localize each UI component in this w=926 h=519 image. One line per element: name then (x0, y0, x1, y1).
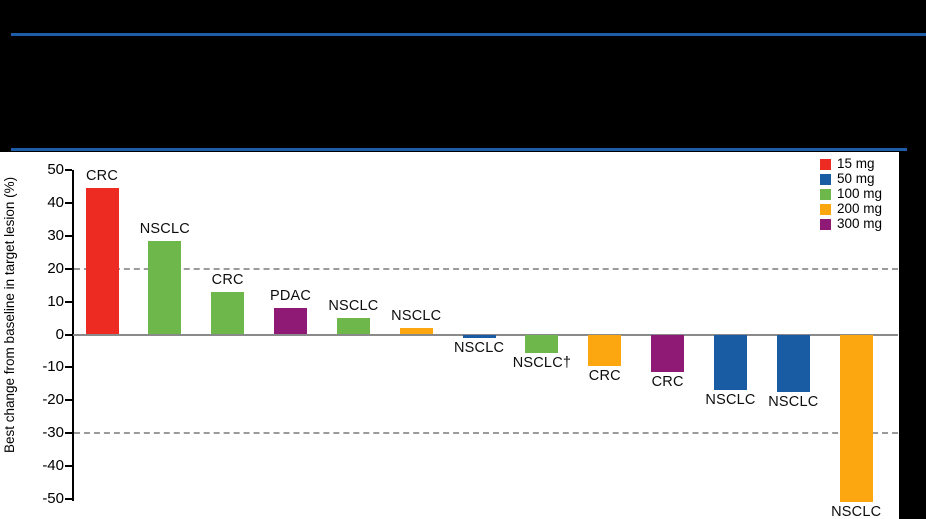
y-axis-tick (65, 333, 72, 336)
y-axis-tick (65, 399, 72, 402)
y-axis-tick-label: -20 (42, 391, 64, 409)
bar-label: CRC (211, 271, 244, 288)
y-axis-tick (65, 234, 72, 237)
chart-panel (0, 152, 899, 519)
legend-label: 50 mg (837, 171, 875, 186)
y-axis-tick (65, 366, 72, 369)
bar-label: PDAC (270, 288, 312, 305)
y-axis-tick-label: 40 (47, 193, 64, 211)
legend-swatch (820, 173, 831, 185)
legend-item: 50 mg (820, 171, 882, 186)
reference-line (74, 267, 898, 270)
legend-swatch (820, 188, 831, 200)
y-axis-tick-label: 0 (55, 325, 64, 343)
y-axis-tick-label: -30 (42, 424, 64, 442)
legend-swatch (820, 218, 831, 230)
legend-label: 15 mg (837, 156, 875, 171)
top-divider-rule (11, 33, 926, 36)
waterfall-bar (525, 334, 559, 353)
bar-label: CRC (85, 168, 118, 185)
waterfall-bar (839, 334, 873, 503)
y-axis-tick-label: 50 (47, 161, 64, 178)
y-axis-tick-label: 30 (47, 226, 64, 244)
y-axis-tick (65, 201, 72, 204)
bar-label: NSCLC (139, 220, 190, 237)
reference-line (74, 432, 898, 435)
waterfall-bar (714, 334, 747, 391)
y-axis-tick-label: -40 (42, 457, 64, 475)
waterfall-bar (462, 334, 496, 338)
y-axis-tick (65, 300, 72, 303)
waterfall-bar (399, 327, 433, 335)
y-axis-tick (65, 169, 72, 171)
y-axis-tick (65, 465, 72, 468)
waterfall-bar (651, 334, 685, 373)
legend-label: 300 mg (837, 216, 883, 231)
bar-label: NSCLC (391, 307, 442, 324)
y-axis-line (72, 170, 74, 501)
dose-legend: 15 mg 50 mg 100 mg 200 mg 300 mg (820, 156, 883, 233)
legend-item: 100 mg (820, 186, 883, 201)
legend-swatch (820, 158, 831, 170)
waterfall-bar (274, 308, 308, 335)
y-axis-tick-label: 20 (47, 259, 64, 277)
header-divider-rule (11, 148, 907, 151)
legend-item: 200 mg (820, 201, 883, 216)
waterfall-bar (148, 240, 182, 335)
waterfall-bar (211, 291, 245, 335)
bar-label: NSCLC (328, 298, 379, 315)
bar-label: NSCLC (768, 394, 819, 411)
legend-label: 100 mg (837, 186, 883, 201)
y-axis-tick-label: -10 (42, 358, 64, 376)
legend-item: 300 mg (820, 216, 883, 231)
y-axis-tick-label: -50 (42, 490, 64, 507)
bar-label: NSCLC (831, 504, 882, 519)
bar-label: NSCLC (454, 339, 505, 356)
y-axis-tick (65, 267, 72, 270)
bar-label: NSCLC (705, 392, 756, 409)
bar-label: NSCLC† (512, 354, 572, 371)
legend-label: 200 mg (837, 201, 883, 216)
waterfall-bar (776, 334, 810, 393)
bar-label: CRC (588, 367, 621, 384)
legend-item: 15 mg (820, 156, 882, 171)
waterfall-bar (85, 188, 119, 335)
y-axis-tick-label: 10 (47, 292, 64, 310)
y-axis-tick (65, 498, 72, 500)
legend-swatch (820, 203, 831, 215)
waterfall-bar (588, 334, 622, 366)
waterfall-bar (336, 318, 370, 335)
bar-label: CRC (651, 374, 684, 391)
y-axis-tick (65, 432, 72, 435)
